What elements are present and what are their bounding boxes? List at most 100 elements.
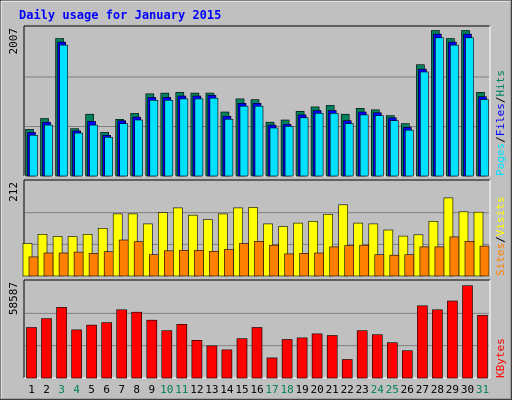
bar-kbytes-day-23 — [356, 330, 368, 379]
bar-visits-day-12 — [188, 214, 198, 277]
bar-pages-day-13 — [209, 97, 219, 177]
legend-files: Files — [494, 103, 507, 136]
bar-pages-day-25 — [389, 120, 399, 177]
x-tick-label: 20 — [310, 383, 323, 396]
bar-sites-day-2 — [43, 252, 54, 277]
bar-sites-day-11 — [179, 250, 189, 277]
x-tick-label: 14 — [220, 383, 234, 396]
legend-sites: Sites — [494, 243, 507, 276]
bar-sites-day-20 — [314, 252, 324, 277]
bar-sites-day-10 — [164, 250, 174, 277]
x-tick-label: 21 — [326, 383, 339, 396]
bar-pages-day-11 — [179, 98, 189, 177]
bar-kbytes-day-29 — [447, 300, 458, 379]
bar-pages-day-28 — [435, 37, 444, 177]
x-tick-label: 26 — [401, 383, 414, 396]
x-tick-label: 4 — [73, 383, 80, 396]
legend-hits: Hits — [494, 70, 507, 97]
bar-pages-day-29 — [450, 44, 459, 177]
x-tick-label: 15 — [235, 383, 248, 396]
bar-visits-day-20 — [308, 221, 318, 277]
bar-pages-day-3 — [59, 44, 68, 177]
bar-pages-day-12 — [194, 98, 204, 177]
bar-kbytes-day-14 — [221, 349, 233, 379]
bar-sites-day-24 — [374, 254, 385, 277]
bar-sites-day-14 — [224, 249, 234, 277]
bar-kbytes-day-4 — [71, 329, 82, 379]
bar-kbytes-day-1 — [26, 327, 37, 379]
y-max-label: 212 — [7, 182, 20, 202]
bar-sites-day-30 — [464, 241, 475, 277]
x-tick-label: 24 — [371, 383, 385, 396]
bar-pages-day-20 — [314, 113, 324, 177]
bar-kbytes-day-9 — [146, 319, 158, 379]
bar-pages-day-4 — [74, 132, 83, 177]
bar-kbytes-day-28 — [432, 309, 443, 379]
bar-sites-day-4 — [73, 251, 84, 277]
bar-sites-day-8 — [133, 241, 144, 277]
bar-sites-day-1 — [28, 256, 39, 277]
x-tick-label: 12 — [190, 383, 203, 396]
bar-pages-day-10 — [164, 100, 174, 177]
bar-pages-day-1 — [29, 135, 38, 177]
bar-kbytes-day-10 — [161, 330, 173, 379]
chart-panels: 2007 212 58587 — [7, 25, 491, 379]
bar-kbytes-day-5 — [86, 324, 97, 379]
legend-panel-2: Sites/Visits — [494, 197, 507, 277]
bar-visits-day-22 — [338, 204, 349, 277]
x-tick-label: 28 — [431, 383, 444, 396]
bar-kbytes-day-13 — [206, 345, 218, 379]
bar-pages-day-2 — [44, 124, 53, 177]
bar-pages-day-6 — [104, 137, 113, 177]
x-tick-label: 7 — [118, 383, 125, 396]
bar-kbytes-day-21 — [326, 335, 338, 379]
bar-sites-day-3 — [58, 252, 69, 277]
x-tick-label: 25 — [386, 383, 399, 396]
bar-kbytes-day-18 — [281, 339, 293, 379]
bar-pages-day-8 — [134, 119, 143, 177]
x-tick-label: 8 — [133, 383, 140, 396]
bar-sites-day-27 — [419, 246, 430, 277]
bar-pages-day-24 — [374, 115, 384, 177]
bar-kbytes-day-16 — [251, 327, 263, 379]
bar-pages-day-27 — [420, 71, 429, 177]
x-axis-day-labels: 1 2 3 4 5 6 7 8 9 10 11 12 13 14 15 16 17 18 19 20 21 22 23 24 2… — [28, 383, 489, 396]
bar-pages-day-16 — [254, 105, 264, 177]
x-tick-label: 16 — [250, 383, 263, 396]
bar-sites-day-16 — [254, 241, 264, 277]
legend-visits: Visits — [494, 197, 507, 237]
x-tick-label: 1 — [28, 383, 35, 396]
bar-sites-day-28 — [434, 246, 445, 277]
bar-pages-day-14 — [224, 119, 234, 177]
x-tick-label: 6 — [103, 383, 110, 396]
bar-pages-day-5 — [89, 124, 98, 177]
x-tick-label: 11 — [175, 383, 188, 396]
bar-sites-day-23 — [359, 244, 370, 277]
bar-kbytes-day-3 — [56, 307, 67, 379]
bar-kbytes-day-30 — [462, 285, 473, 379]
bar-pages-day-7 — [119, 123, 128, 177]
bar-sites-day-12 — [194, 250, 204, 277]
bar-sites-day-18 — [284, 253, 294, 277]
x-tick-label: 13 — [205, 383, 218, 396]
bar-visits-day-19 — [293, 222, 303, 277]
bar-kbytes-day-15 — [236, 338, 248, 379]
bar-sites-day-13 — [209, 251, 219, 277]
bar-kbytes-day-8 — [131, 311, 142, 379]
bar-visits-day-11 — [173, 207, 183, 277]
bar-visits-day-15 — [233, 207, 243, 277]
legend-panel-3: KBytes — [494, 338, 507, 378]
bar-sites-day-31 — [479, 245, 490, 277]
bar-sites-day-7 — [118, 239, 129, 277]
bar-sites-day-21 — [329, 246, 340, 277]
panel-visits-sites: 212 — [7, 179, 491, 277]
bar-sites-day-15 — [239, 243, 249, 277]
x-tick-label: 19 — [295, 383, 308, 396]
bar-pages-day-23 — [359, 114, 369, 177]
bar-kbytes-day-6 — [101, 322, 112, 379]
bar-kbytes-day-20 — [311, 333, 323, 379]
bar-sites-day-17 — [269, 244, 279, 277]
bar-visits-day-10 — [158, 212, 168, 277]
x-tick-label: 10 — [160, 383, 173, 396]
